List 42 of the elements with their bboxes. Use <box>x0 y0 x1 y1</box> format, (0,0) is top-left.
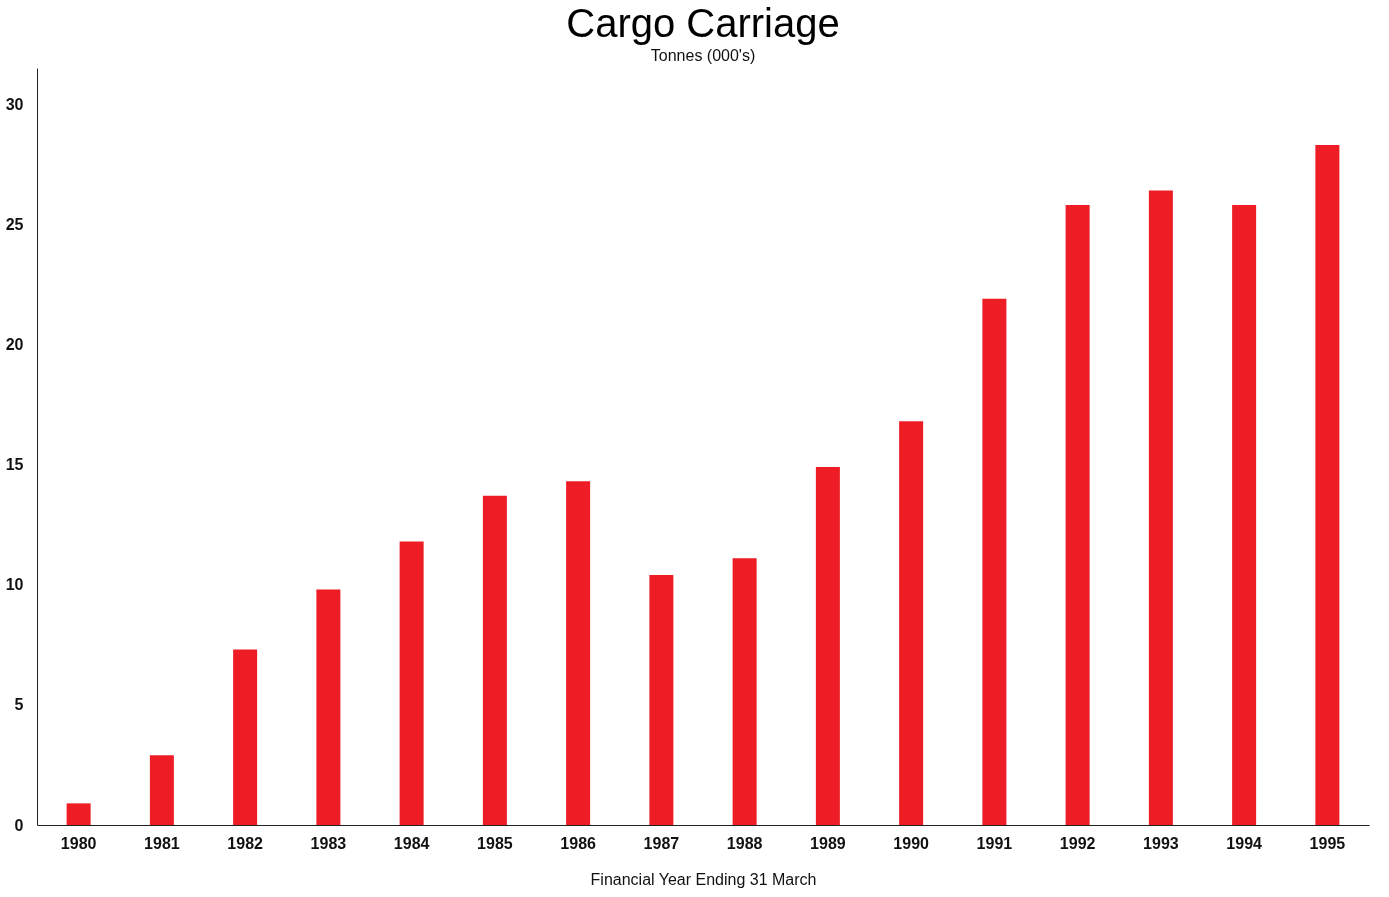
x-tick-label: 1995 <box>1309 834 1346 852</box>
y-tick-label: 15 <box>5 456 24 474</box>
bar <box>815 466 840 825</box>
x-axis-title: Financial Year Ending 31 March <box>590 870 817 888</box>
bar <box>316 589 341 825</box>
bar <box>732 558 757 825</box>
y-tick-label: 30 <box>5 95 24 113</box>
bar <box>566 481 591 825</box>
bar <box>1065 204 1090 825</box>
x-tick-label: 1980 <box>60 834 97 852</box>
x-tick-label: 1987 <box>643 834 680 852</box>
bar <box>233 649 258 825</box>
x-tick-label: 1986 <box>560 834 597 852</box>
y-tick-label: 10 <box>5 576 24 594</box>
x-tick-label: 1982 <box>227 834 264 852</box>
y-tick-label: 0 <box>14 816 24 834</box>
x-tick-label: 1981 <box>144 834 180 852</box>
x-tick-label: 1985 <box>477 834 513 852</box>
bar <box>982 298 1007 825</box>
x-tick-label: 1988 <box>726 834 763 852</box>
y-tick-label: 20 <box>5 335 24 353</box>
y-tick-label: 5 <box>14 696 24 714</box>
y-axis-title: Tonnes (000's) <box>650 47 756 64</box>
y-tick-label: 25 <box>5 215 24 233</box>
x-tick-label: 1994 <box>1226 834 1263 852</box>
x-tick-label: 1984 <box>393 834 430 852</box>
bar <box>399 541 424 825</box>
bar <box>66 803 91 825</box>
bar <box>149 755 174 825</box>
bar <box>1232 204 1257 825</box>
x-tick-label: 1983 <box>310 834 347 852</box>
bar <box>1315 144 1340 825</box>
bar <box>649 575 674 825</box>
x-tick-label: 1990 <box>893 834 930 852</box>
bar <box>482 495 507 825</box>
bar <box>1148 190 1173 825</box>
x-tick-label: 1989 <box>810 834 846 852</box>
x-tick-label: 1992 <box>1059 834 1096 852</box>
bar <box>899 421 924 825</box>
chart-title: Cargo Carriage <box>566 1 840 45</box>
x-tick-label: 1991 <box>976 834 1013 852</box>
x-tick-label: 1993 <box>1143 834 1179 852</box>
